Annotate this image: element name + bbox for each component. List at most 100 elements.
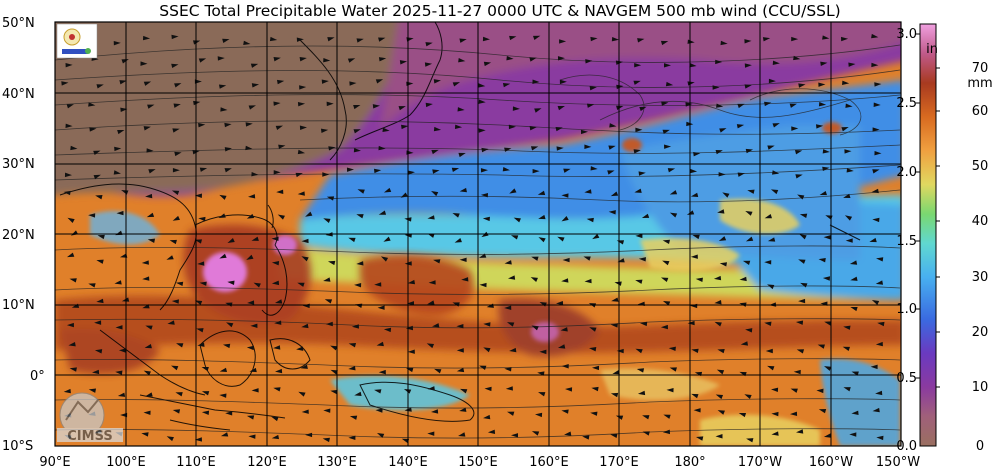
wind-arrow <box>459 388 468 394</box>
wind-arrow <box>796 349 805 354</box>
wind-arrow <box>842 346 850 352</box>
wind-arrow <box>176 343 184 348</box>
wind-arrow <box>537 190 546 195</box>
colorbar-mm-ticks: 70 60 50 40 30 20 10 0 <box>972 61 989 454</box>
wind-streamlines <box>55 44 901 439</box>
wind-arrow <box>348 435 356 441</box>
wind-arrow <box>434 368 442 374</box>
wind-arrow <box>433 259 441 264</box>
lon-label: 100°E <box>106 455 146 470</box>
wind-arrow <box>533 35 541 41</box>
wind-arrow <box>663 414 671 419</box>
wind-arrow <box>768 78 776 84</box>
wind-arrow <box>482 36 490 42</box>
map-frame <box>54 21 902 447</box>
wind-arrow <box>876 257 884 262</box>
wind-arrow <box>539 349 547 355</box>
wind-arrow <box>273 170 281 175</box>
mm-tick: 0 <box>976 439 984 454</box>
wind-arrow <box>274 299 283 304</box>
wind-arrow <box>245 145 253 151</box>
wind-arrow <box>584 189 592 194</box>
wind-arrow <box>426 343 435 349</box>
wind-arrow <box>380 256 389 262</box>
wind-arrow <box>400 192 408 198</box>
wind-arrow <box>850 306 858 312</box>
wind-arrow <box>372 104 380 109</box>
wind-arrow <box>251 172 259 177</box>
wind-arrow <box>564 431 572 436</box>
wind-arrow <box>584 278 592 284</box>
wind-arrow <box>690 192 699 197</box>
wind-arrow <box>146 148 154 153</box>
wind-arrow <box>297 149 306 155</box>
wind-arrow <box>487 429 496 434</box>
wind-arrow <box>791 126 799 131</box>
wind-arrow <box>89 127 97 132</box>
wind-arrow <box>481 147 489 153</box>
wind-arrow <box>873 102 881 107</box>
wind-arrow <box>745 236 754 242</box>
wind-arrow <box>399 60 408 65</box>
wind-arrow <box>798 298 806 304</box>
wind-arrow <box>791 36 799 42</box>
lat-label: 40°N <box>2 87 35 102</box>
wind-arrow <box>66 104 74 109</box>
wind-arrow <box>88 213 96 218</box>
colorbar-mm-unit: mm <box>967 76 992 91</box>
lat-lon-grid <box>55 22 901 446</box>
wind-arrow <box>685 102 693 107</box>
wind-arrow <box>457 107 465 112</box>
wind-arrow <box>634 188 642 193</box>
wind-arrow <box>382 127 390 133</box>
wind-arrow <box>92 369 100 375</box>
wind-arrow <box>63 388 71 394</box>
wind-arrow <box>227 238 235 243</box>
wind-arrow <box>354 391 362 397</box>
wind-arrow <box>427 431 435 436</box>
wind-arrow <box>666 387 674 393</box>
wind-arrow <box>822 276 831 281</box>
wind-arrow <box>614 281 622 286</box>
wind-arrow <box>217 56 225 61</box>
wind-arrow <box>563 168 571 173</box>
wind-arrow <box>96 259 104 264</box>
wind-arrow <box>636 368 645 373</box>
wind-arrow <box>173 103 181 108</box>
lat-label: 10°N <box>2 298 35 313</box>
wind-arrow <box>201 366 209 372</box>
wind-arrow <box>167 320 175 325</box>
wind-arrow <box>226 322 234 328</box>
wind-arrow <box>199 281 207 286</box>
wind-arrow <box>513 217 521 223</box>
wind-arrow <box>96 298 104 304</box>
wind-arrow <box>767 365 775 371</box>
wind-arrow <box>561 193 569 198</box>
wind-arrow <box>300 364 308 369</box>
wind-arrow <box>693 408 701 413</box>
wind-arrow <box>589 347 597 352</box>
wind-arrow <box>870 364 878 370</box>
colorbar-in-unit: in <box>926 42 938 57</box>
wind-arrow <box>556 301 564 306</box>
coastlines <box>59 22 861 431</box>
wind-arrow <box>509 347 517 353</box>
wind-arrow <box>668 346 676 351</box>
wind-arrow <box>121 190 129 195</box>
wind-arrow <box>612 370 620 375</box>
wind-arrow <box>824 321 832 326</box>
mm-tick: 40 <box>972 214 989 229</box>
wind-arrow <box>322 172 330 177</box>
wind-arrow <box>271 416 279 422</box>
wind-arrow <box>719 262 728 267</box>
wind-arrow <box>843 387 851 392</box>
wind-arrow <box>764 213 772 219</box>
wind-arrow <box>582 435 590 440</box>
wind-arrow <box>557 56 565 61</box>
wind-arrow <box>271 261 280 266</box>
wind-arrow <box>504 305 512 310</box>
colorbar-tick-marks <box>916 33 940 388</box>
wind-arrow <box>660 277 669 282</box>
lon-label: 160°E <box>529 455 569 470</box>
wind-arrow <box>531 431 540 436</box>
